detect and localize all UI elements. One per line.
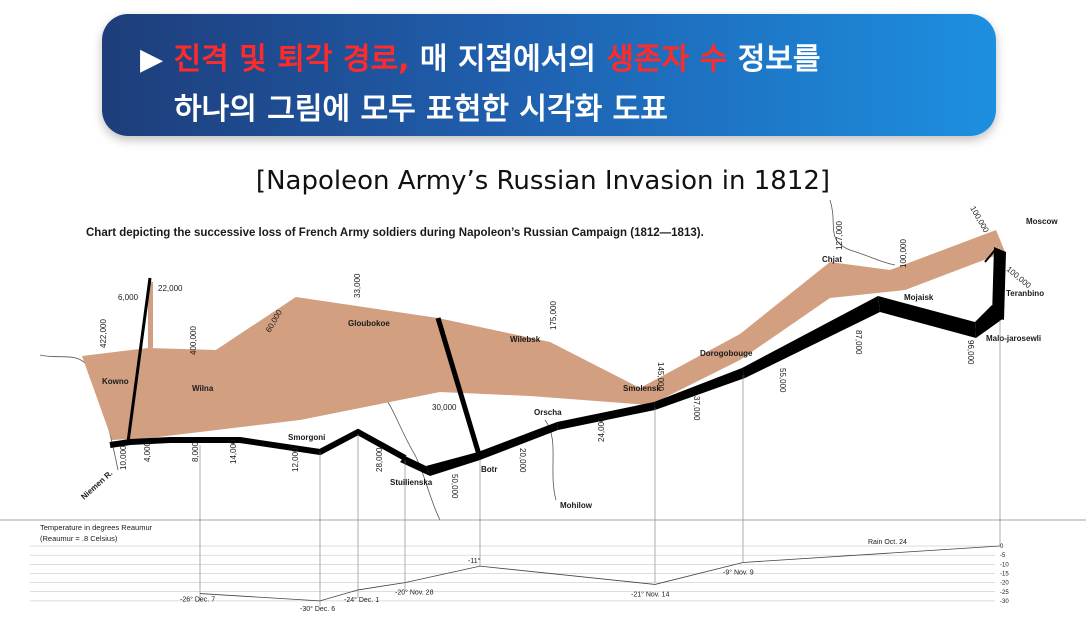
banner-line-2: 하나의 그림에 모두 표현한 시각화 도표 [174,92,668,127]
advance-branch-north [216,297,300,362]
river-niemen: Niemen R. [79,469,114,502]
count-175000: 175,000 [549,301,558,330]
count-6000: 6,000 [118,293,139,302]
temperature-tick: -10 [1000,562,1009,568]
banner-text-mid: 매 지점에서의 [409,42,607,77]
retreat-path [109,247,1006,476]
temperature-point-label: -21° Nov. 14 [631,590,670,598]
city-malo-jarosewli: Malo-jarosewli [986,334,1041,343]
count-100000-b: 100,000 [968,205,991,235]
city-smorgoni: Smorgoni [288,433,325,442]
temperature-point-label: -20° Nov. 28 [395,589,434,597]
count-87000: 87,000 [854,330,863,355]
count-37000: 37,000 [692,396,701,421]
play-marker-icon: ▶ [140,42,164,77]
city-moscow: Moscow [1026,217,1058,226]
advance-branch-start [148,282,153,348]
count-96000: 96,000 [966,340,975,365]
count-145000: 145,000 [656,362,665,391]
temperature-point-label: Rain Oct. 24 [868,539,907,546]
temperature-tick: -30 [1000,599,1009,605]
count-422000: 422,000 [99,319,108,348]
count-10000: 10,000 [119,445,128,470]
count-100000-a: 100,000 [899,239,908,268]
city-wilebsk: Wilebsk [510,335,541,344]
city-kowno: Kowno [102,377,129,386]
city-smolensk: Smolensk [623,384,661,393]
banner-highlight-survivors: 생존자 수 [606,42,728,77]
count-24000: 24,000 [597,417,606,442]
title-banner: ▶ 진격 및 퇴각 경로, 매 지점에서의 생존자 수 정보를 하나의 그림에 … [102,14,996,136]
city-dorogobouge: Dorogobouge [700,349,753,358]
count-14000: 14,000 [229,439,238,464]
banner-highlight-route: 진격 및 퇴각 경로, [173,42,410,77]
count-55000: 55,000 [778,368,787,393]
count-20000: 20,000 [518,448,527,473]
city-botr: Botr [481,465,497,474]
temperature-point-label: -24° Dec. 1 [344,596,379,604]
count-8000: 8,000 [191,441,200,462]
banner-text-end: 정보를 [727,42,821,77]
chart-subtitle: [Napoleon Army’s Russian Invasion in 181… [255,166,831,196]
count-22000: 22,000 [158,284,183,293]
count-12000: 12,000 [291,447,300,472]
count-127000: 127,000 [835,221,844,250]
city-mohilow: Mohilow [560,501,593,510]
temperature-tick: -20 [1000,581,1009,587]
chart-title: Chart depicting the successive loss of F… [86,227,704,239]
temperature-axis-label: Temperature in degrees Reaumur [40,523,153,532]
count-4000: 4,000 [143,441,152,462]
count-50000: 50,000 [450,474,459,499]
temperature-tick: -5 [1000,553,1006,559]
temperature-tick: 0 [1000,544,1004,550]
count-33000: 33,000 [353,273,362,298]
temperature-point-label: -30° Dec. 6 [300,605,335,613]
city-tarantino: Teranbino [1006,289,1044,298]
temperature-point-label: -11° [468,557,481,565]
drop-lines [199,320,1001,606]
temperature-tick-labels: 0 -5 -10 -15 -20 -25 -30 [1000,544,1009,605]
city-stuilienska: Stuilienska [390,478,433,487]
temperature-point-label: -9° Nov. 9 [723,568,754,576]
city-orscha: Orscha [534,408,562,417]
temperature-axis-note: (Reaumur = .8 Celsius) [40,534,118,543]
city-mojaisk: Mojaisk [904,293,934,302]
temperature-line [199,545,1001,602]
count-100000-r: 100,000 [1005,265,1033,291]
temperature-point-label: -26° Dec. 7 [180,596,215,604]
count-400000: 400,000 [189,326,198,355]
temperature-gridlines [30,545,995,602]
advance-path [82,230,1005,440]
temperature-tick: -25 [1000,590,1009,596]
banner-line-1: ▶ 진격 및 퇴각 경로, 매 지점에서의 생존자 수 정보를 [140,34,821,78]
temperature-tick: -15 [1000,571,1009,577]
count-28000: 28,000 [375,447,384,472]
temperature-point-labels: Rain Oct. 24 -9° Nov. 9 -21° Nov. 14 -11° -2… [180,539,907,613]
city-gloubokoe: Gloubokoe [348,319,390,328]
city-chjat: Chjat [822,255,842,264]
city-wilna: Wilna [192,384,214,393]
count-30000: 30,000 [432,403,457,412]
